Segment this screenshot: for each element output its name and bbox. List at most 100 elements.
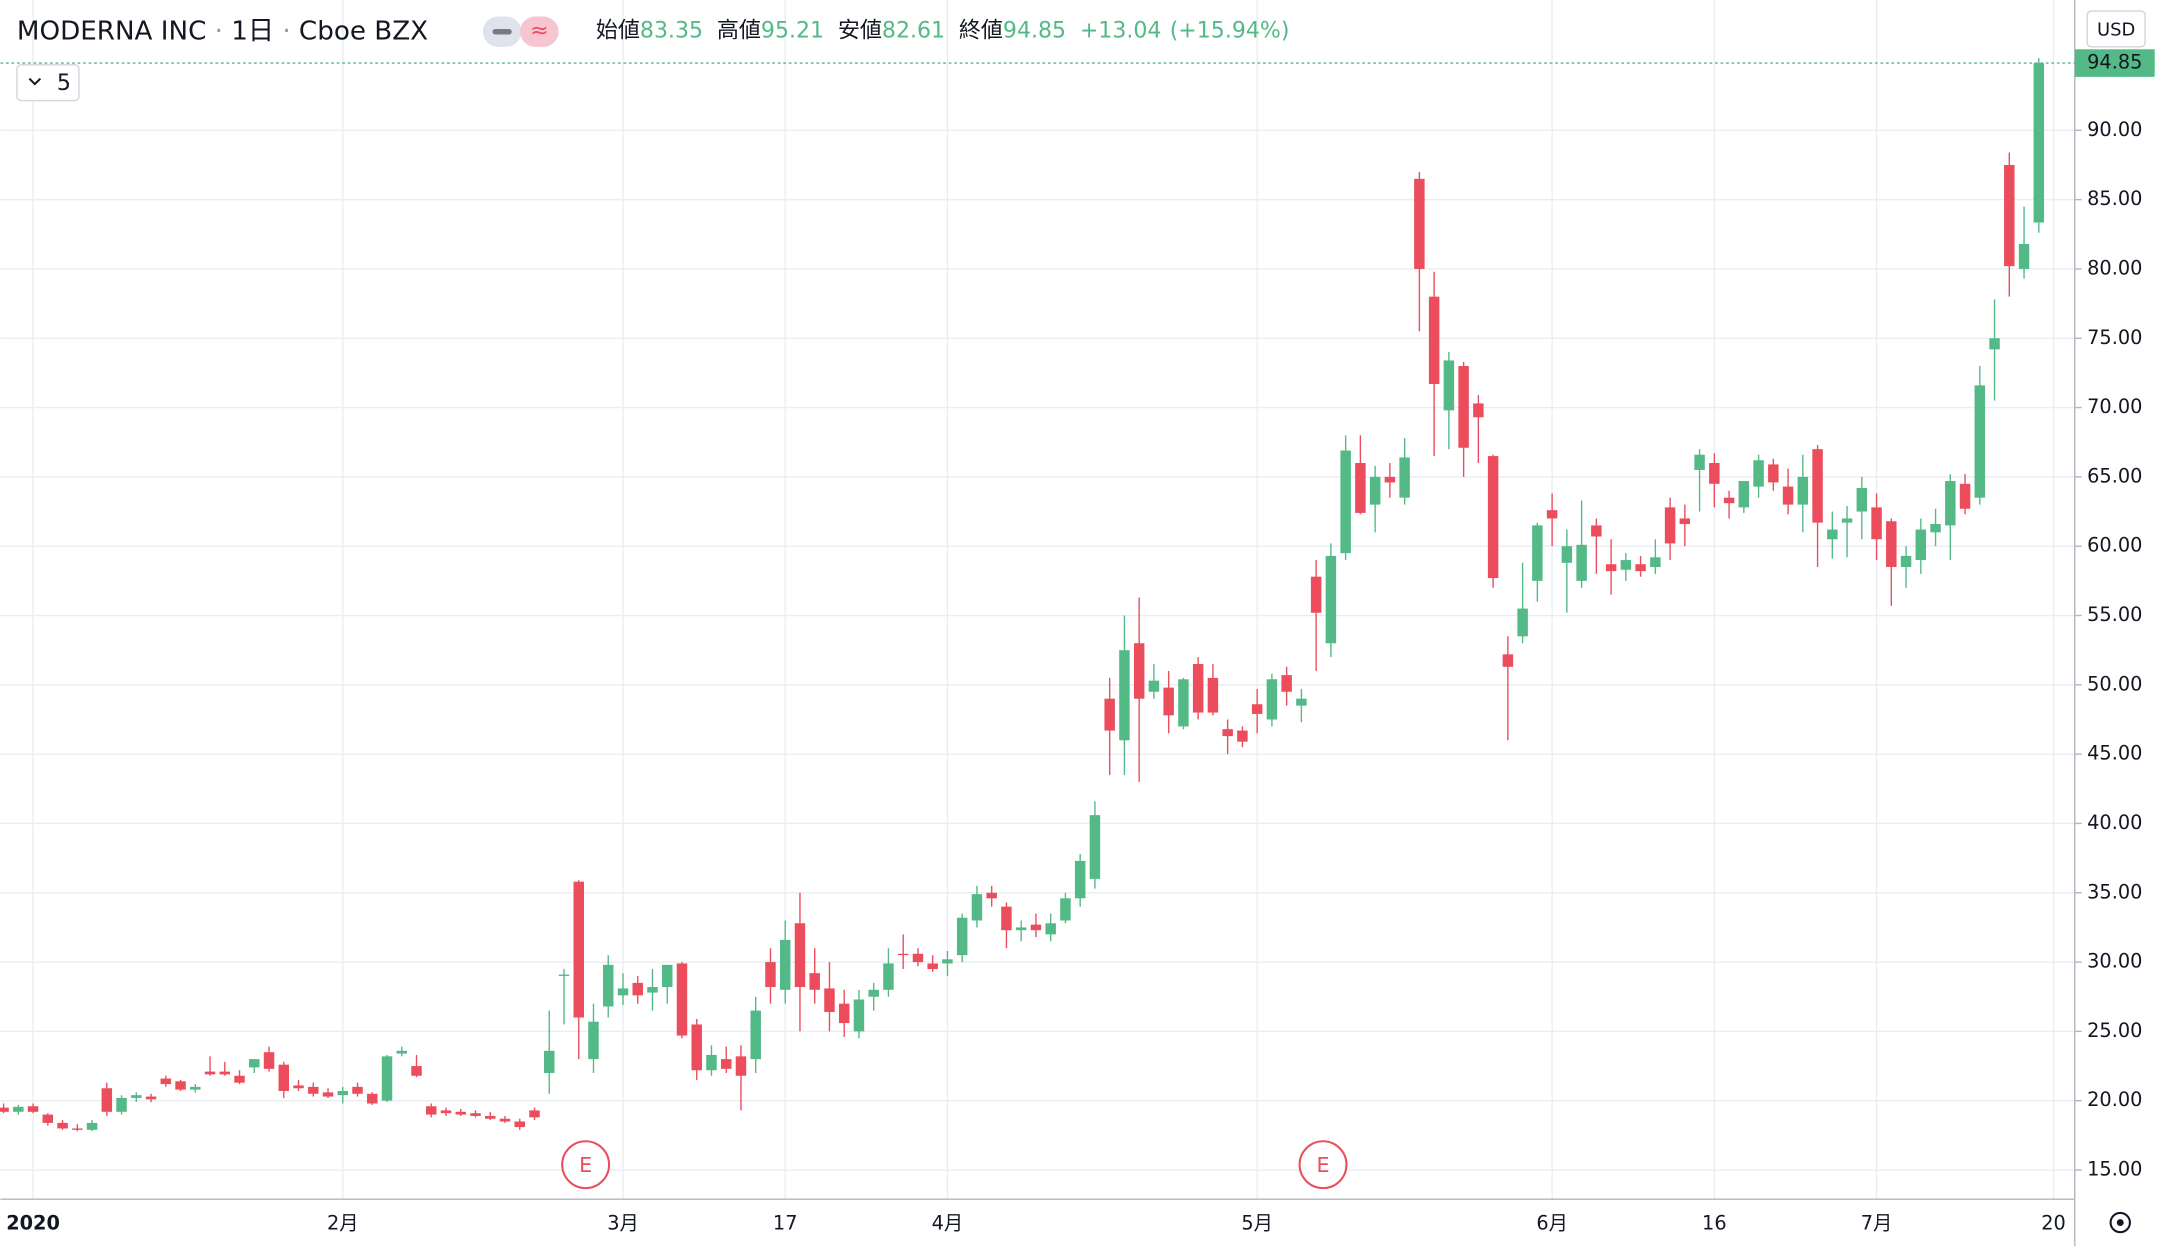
candle-body bbox=[1768, 464, 1779, 483]
open-label: 始値 bbox=[596, 19, 640, 44]
last-price-label: 94.85 bbox=[2087, 51, 2142, 74]
candle-body bbox=[1399, 457, 1410, 498]
low-value: 82.61 bbox=[882, 19, 945, 44]
candle-body bbox=[942, 959, 953, 964]
x-tick-label: 2月 bbox=[327, 1211, 359, 1234]
candle-body bbox=[1974, 385, 1986, 498]
interval: 1日 bbox=[231, 16, 274, 46]
candle-body bbox=[1886, 521, 1897, 567]
grid bbox=[0, 0, 2075, 1200]
candle-body bbox=[1871, 507, 1882, 540]
candle-body bbox=[1325, 555, 1337, 644]
indicator-count: 5 bbox=[57, 71, 71, 96]
candle-body bbox=[912, 953, 924, 963]
candle-body bbox=[514, 1121, 525, 1128]
candle-body bbox=[1207, 677, 1219, 713]
candle-body bbox=[249, 1059, 260, 1068]
candle-body bbox=[175, 1081, 186, 1090]
candle-body bbox=[1060, 898, 1071, 921]
candle-body bbox=[750, 1010, 761, 1060]
y-tick-label: 30.00 bbox=[2087, 950, 2142, 973]
candle-body bbox=[1458, 365, 1469, 448]
candle-body bbox=[1045, 923, 1056, 935]
candle-body bbox=[367, 1093, 378, 1104]
candle-body bbox=[1635, 564, 1646, 572]
y-tick-label: 55.00 bbox=[2087, 603, 2142, 626]
candle-body bbox=[499, 1118, 511, 1122]
candle-body bbox=[455, 1111, 466, 1115]
candle-body bbox=[720, 1059, 732, 1069]
candle-body bbox=[1443, 360, 1455, 411]
x-tick-label: 20 bbox=[2041, 1211, 2066, 1234]
candle-body bbox=[602, 964, 614, 1007]
candle-body bbox=[57, 1122, 68, 1129]
candle-body bbox=[573, 881, 584, 1018]
candle-body bbox=[101, 1088, 113, 1112]
candle-body bbox=[779, 939, 791, 990]
earnings-label: E bbox=[1317, 1153, 1330, 1177]
candle-body bbox=[676, 963, 688, 1036]
candle-body bbox=[86, 1122, 98, 1130]
candle-body bbox=[440, 1110, 452, 1114]
y-tick-label: 85.00 bbox=[2087, 187, 2142, 210]
candle-body bbox=[1089, 815, 1101, 879]
candle-body bbox=[1959, 483, 1971, 509]
candle-body bbox=[1369, 476, 1381, 505]
candle-body bbox=[1281, 675, 1292, 692]
candle-body bbox=[1900, 555, 1912, 567]
settings-icon[interactable] bbox=[2109, 1211, 2131, 1234]
candle-body bbox=[396, 1050, 408, 1054]
candle-body bbox=[1266, 679, 1278, 720]
separator: · bbox=[282, 16, 290, 46]
compare-icon[interactable] bbox=[520, 16, 559, 47]
y-tick-label: 65.00 bbox=[2087, 464, 2142, 487]
candle-body bbox=[927, 963, 938, 970]
ohlc-legend: 始値83.35 高値95.21 安値82.61 終値94.85 +13.04 (+15.9… bbox=[596, 19, 1290, 44]
candle-body bbox=[13, 1106, 24, 1112]
candle-body bbox=[1517, 608, 1528, 637]
y-tick-label: 60.00 bbox=[2087, 534, 2142, 557]
candle-body bbox=[1827, 529, 1838, 540]
y-tick-label: 50.00 bbox=[2087, 672, 2142, 695]
candle-body bbox=[1620, 560, 1632, 570]
candle-body bbox=[868, 989, 879, 997]
x-tick-label: 7月 bbox=[1861, 1211, 1893, 1234]
x-tick-label: 5月 bbox=[1241, 1211, 1273, 1234]
candle-body bbox=[691, 1024, 702, 1071]
toggle-dash bbox=[492, 28, 512, 35]
x-tick-label: 3月 bbox=[607, 1211, 639, 1234]
candle-body bbox=[219, 1071, 231, 1075]
candle-body bbox=[1650, 557, 1661, 567]
candle-body bbox=[971, 894, 983, 921]
candle-body bbox=[381, 1056, 393, 1101]
candle-body bbox=[1487, 456, 1499, 579]
symbol: MODERNA INC bbox=[17, 16, 206, 46]
candle-body bbox=[278, 1064, 290, 1092]
candle-body bbox=[1015, 927, 1027, 931]
candle-body bbox=[1782, 486, 1794, 505]
candle-body bbox=[1989, 338, 2000, 350]
currency: USD bbox=[2097, 19, 2135, 40]
candle-body bbox=[1355, 463, 1366, 513]
indicator-toggle[interactable] bbox=[16, 64, 80, 102]
change-pct: (+15.94%) bbox=[1170, 19, 1290, 44]
candle-body bbox=[1561, 546, 1573, 563]
x-tick-label: 2020 bbox=[6, 1211, 60, 1234]
candle-body bbox=[485, 1115, 496, 1119]
y-tick-label: 75.00 bbox=[2087, 326, 2142, 349]
candle-body bbox=[1664, 507, 1676, 544]
x-tick-label: 6月 bbox=[1536, 1211, 1568, 1234]
header: MODERNA INC · 1日 · Cboe BZX bbox=[17, 16, 428, 46]
candle-body bbox=[145, 1096, 157, 1100]
candle-body bbox=[1222, 729, 1233, 737]
y-tick-label: 35.00 bbox=[2087, 880, 2142, 903]
currency-box[interactable] bbox=[2086, 10, 2146, 48]
candle-body bbox=[544, 1050, 555, 1073]
candle-body bbox=[897, 953, 909, 956]
candle-body bbox=[1148, 680, 1160, 692]
candle-body bbox=[1001, 906, 1012, 931]
y-tick-label: 45.00 bbox=[2087, 742, 2142, 765]
